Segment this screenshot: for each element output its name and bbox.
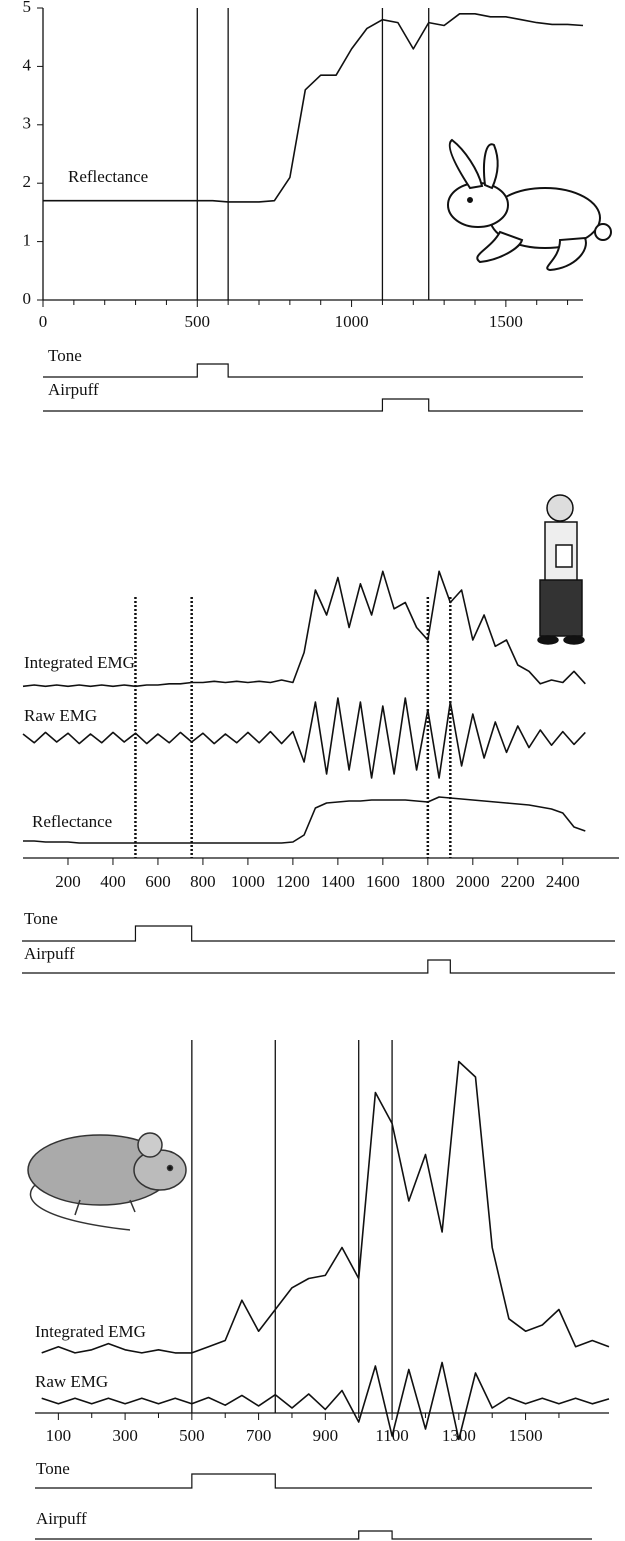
trace-label: Raw EMG xyxy=(35,1372,108,1391)
x-tick-label: 300 xyxy=(112,1426,138,1445)
x-tick-label: 1400 xyxy=(321,872,355,891)
trace-label: Integrated EMG xyxy=(35,1322,146,1341)
x-tick-label: 1800 xyxy=(411,872,445,891)
y-tick-label: 2 xyxy=(23,172,32,191)
x-tick-label: 400 xyxy=(100,872,126,891)
trace-label: Reflectance xyxy=(32,812,112,831)
x-tick-label: 500 xyxy=(185,312,211,331)
rat-icon xyxy=(27,1132,187,1231)
y-tick-label: 3 xyxy=(23,114,32,133)
x-tick-label: 800 xyxy=(190,872,216,891)
y-tick-label: 0 xyxy=(23,289,32,308)
stimulus-label: Tone xyxy=(24,909,58,928)
x-tick-label: 1200 xyxy=(276,872,310,891)
trace-label: Raw EMG xyxy=(24,706,97,725)
stimulus-label: Airpuff xyxy=(24,944,75,963)
x-tick-label: 200 xyxy=(55,872,81,891)
stimulus-trace xyxy=(22,959,615,974)
x-tick-label: 1000 xyxy=(335,312,369,331)
trace xyxy=(41,1361,610,1441)
trace xyxy=(22,570,586,688)
stimulus-trace xyxy=(22,925,615,942)
stimulus-label: Tone xyxy=(48,346,82,365)
stimulus-label: Airpuff xyxy=(36,1509,87,1528)
trace xyxy=(43,13,584,203)
y-tick-label: 1 xyxy=(23,231,32,250)
x-tick-label: 2200 xyxy=(501,872,535,891)
x-tick-label: 900 xyxy=(313,1426,339,1445)
x-tick-label: 1600 xyxy=(366,872,400,891)
stimulus-trace xyxy=(43,363,583,378)
x-tick-label: 1500 xyxy=(509,1426,543,1445)
trace-label: Reflectance xyxy=(68,167,148,186)
rabbit-icon xyxy=(447,138,612,272)
stimulus-label: Tone xyxy=(36,1459,70,1478)
y-tick-label: 4 xyxy=(23,55,32,74)
trace xyxy=(23,796,586,844)
person-icon xyxy=(537,494,585,645)
x-tick-label: 600 xyxy=(145,872,171,891)
trace xyxy=(41,1060,610,1354)
stimulus-trace xyxy=(35,1473,592,1489)
x-tick-label: 2000 xyxy=(456,872,490,891)
x-tick-label: 1000 xyxy=(231,872,265,891)
x-tick-label: 700 xyxy=(246,1426,272,1445)
x-tick-label: 500 xyxy=(179,1426,205,1445)
trace xyxy=(22,697,586,779)
x-tick-label: 100 xyxy=(46,1426,72,1445)
stimulus-label: Airpuff xyxy=(48,380,99,399)
x-tick-label: 0 xyxy=(39,312,48,331)
x-tick-label: 1300 xyxy=(442,1426,476,1445)
trace-label: Integrated EMG xyxy=(24,653,135,672)
stimulus-trace xyxy=(35,1530,592,1540)
y-tick-label: 5 xyxy=(23,0,32,16)
stimulus-trace xyxy=(43,398,583,412)
x-tick-label: 2400 xyxy=(546,872,580,891)
x-tick-label: 1500 xyxy=(489,312,523,331)
